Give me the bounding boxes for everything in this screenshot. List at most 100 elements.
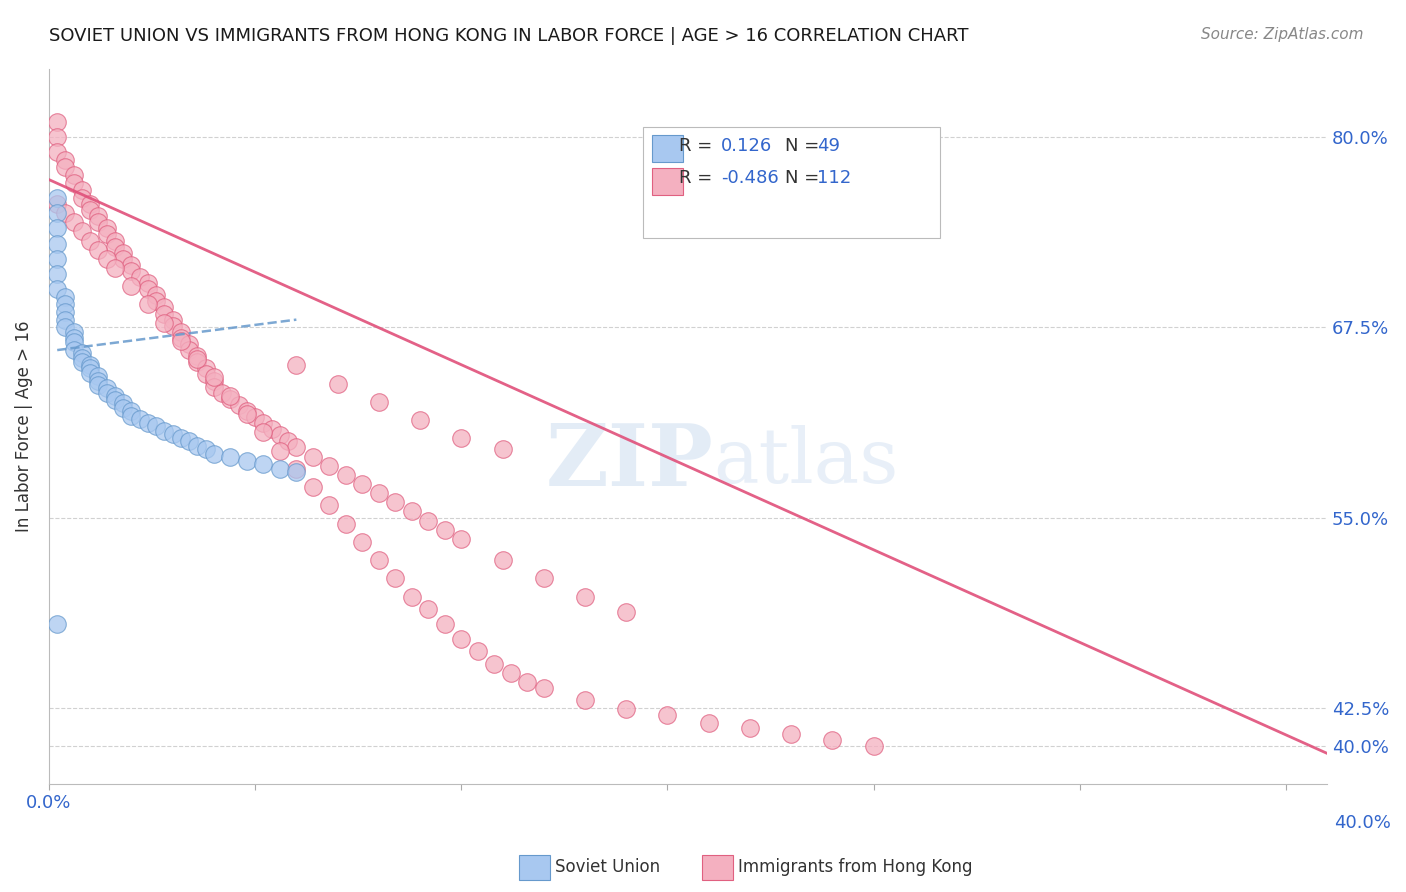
Text: -0.486: -0.486 — [721, 169, 779, 187]
Point — [87, 378, 110, 392]
Point — [162, 318, 184, 333]
Text: 112: 112 — [817, 169, 851, 187]
Point — [326, 376, 349, 391]
Point — [409, 413, 432, 427]
Point — [614, 605, 637, 619]
Point — [467, 644, 489, 658]
Y-axis label: In Labor Force | Age > 16: In Labor Force | Age > 16 — [15, 320, 32, 532]
Point — [46, 617, 69, 632]
Point — [136, 297, 159, 311]
Point — [170, 325, 193, 339]
Point — [367, 394, 389, 409]
Point — [120, 264, 142, 278]
Point — [62, 335, 84, 350]
Text: atlas: atlas — [714, 425, 898, 499]
Point — [55, 161, 77, 175]
Point — [236, 407, 259, 421]
Point — [153, 301, 176, 315]
Point — [614, 702, 637, 716]
Point — [96, 385, 118, 400]
Point — [104, 389, 127, 403]
Point — [46, 191, 69, 205]
Point — [491, 553, 513, 567]
Point — [87, 374, 110, 388]
Point — [384, 571, 406, 585]
Text: ZIP: ZIP — [546, 420, 714, 504]
Point — [186, 439, 208, 453]
Point — [277, 434, 299, 449]
Point — [70, 191, 93, 205]
Point — [136, 282, 159, 296]
Point — [285, 359, 308, 373]
Point — [318, 458, 340, 473]
Text: Immigrants from Hong Kong: Immigrants from Hong Kong — [738, 858, 973, 876]
Point — [450, 632, 472, 647]
Point — [219, 392, 242, 406]
Point — [202, 379, 225, 393]
Point — [318, 499, 340, 513]
Point — [87, 243, 110, 257]
Point — [862, 739, 884, 753]
Point — [219, 450, 242, 464]
Point — [269, 462, 291, 476]
Point — [170, 331, 193, 345]
Point — [285, 462, 308, 476]
Point — [136, 276, 159, 290]
Point — [186, 355, 208, 369]
Point — [285, 465, 308, 479]
Point — [87, 209, 110, 223]
Point — [104, 234, 127, 248]
Point — [70, 355, 93, 369]
Point — [738, 721, 761, 735]
Point — [55, 320, 77, 334]
Point — [194, 368, 217, 382]
Point — [96, 381, 118, 395]
Point — [260, 422, 283, 436]
Point — [285, 441, 308, 455]
Point — [46, 206, 69, 220]
Point — [179, 337, 201, 351]
Point — [450, 431, 472, 445]
Text: 49: 49 — [817, 136, 839, 154]
Point — [120, 279, 142, 293]
Point — [211, 385, 233, 400]
Point — [112, 396, 135, 410]
Point — [46, 252, 69, 266]
Text: R =: R = — [679, 136, 718, 154]
Point — [46, 221, 69, 235]
Point — [46, 197, 69, 211]
Point — [120, 409, 142, 423]
Point — [170, 334, 193, 348]
Point — [228, 398, 250, 412]
Point — [70, 183, 93, 197]
Point — [104, 260, 127, 275]
Point — [104, 393, 127, 408]
Point — [202, 370, 225, 384]
Point — [302, 450, 325, 464]
Point — [112, 401, 135, 415]
Point — [96, 252, 118, 266]
Point — [145, 288, 167, 302]
Point — [186, 349, 208, 363]
Point — [418, 602, 440, 616]
Point — [352, 477, 374, 491]
Point — [194, 361, 217, 376]
Point — [352, 534, 374, 549]
Point — [120, 404, 142, 418]
Point — [450, 532, 472, 546]
Point — [87, 215, 110, 229]
Point — [252, 425, 274, 440]
Point — [179, 343, 201, 357]
Text: Soviet Union: Soviet Union — [555, 858, 661, 876]
Point — [55, 305, 77, 319]
Point — [62, 325, 84, 339]
Point — [153, 307, 176, 321]
Point — [243, 410, 266, 425]
Point — [252, 457, 274, 471]
Point — [128, 270, 150, 285]
Point — [62, 343, 84, 357]
Point — [367, 486, 389, 500]
Point — [574, 590, 596, 604]
Text: 40.0%: 40.0% — [1334, 814, 1391, 832]
Point — [491, 442, 513, 456]
